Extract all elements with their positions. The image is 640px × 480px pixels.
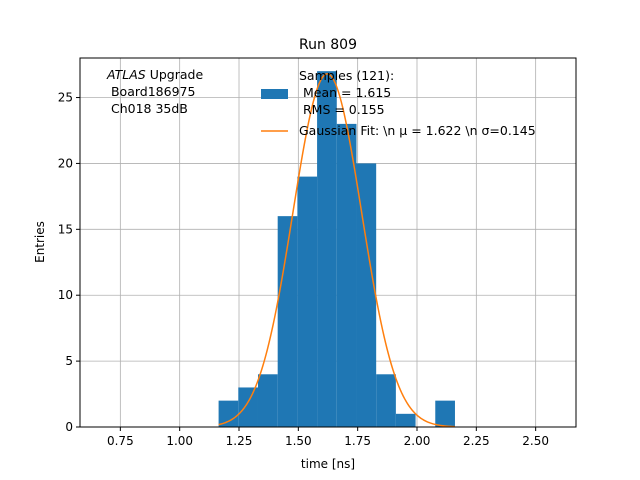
histogram-bars bbox=[218, 71, 455, 428]
histogram-bar bbox=[435, 400, 455, 427]
histogram-bar bbox=[277, 216, 298, 427]
x-tick-label: 2.25 bbox=[463, 434, 490, 448]
annotation-line-1: ATLAS Upgrade bbox=[106, 67, 203, 82]
y-tick-label: 15 bbox=[58, 222, 73, 236]
y-tick-label: 10 bbox=[58, 288, 73, 302]
x-tick-label: 1.75 bbox=[344, 434, 371, 448]
legend-histogram-line-2: Mean = 1.615 bbox=[299, 85, 391, 100]
x-tick-label: 1.25 bbox=[226, 434, 253, 448]
y-tick-label: 20 bbox=[58, 156, 73, 170]
atlas-label: ATLAS bbox=[106, 67, 146, 82]
legend-histogram-line-1: Samples (121): bbox=[299, 68, 394, 83]
histogram-bar bbox=[356, 163, 377, 427]
legend-fit-label: Gaussian Fit: \n μ = 1.622 \n σ=0.145 bbox=[299, 123, 536, 138]
histogram-bar bbox=[238, 387, 258, 427]
atlas-annotation: ATLAS Upgrade Board186975 Ch018 35dB bbox=[106, 67, 203, 116]
legend-histogram-line-3: RMS = 0.155 bbox=[299, 102, 385, 117]
histogram-bar bbox=[336, 123, 357, 428]
y-tick-label: 5 bbox=[65, 354, 73, 368]
x-tick-label: 2.00 bbox=[404, 434, 431, 448]
chart-title: Run 809 bbox=[299, 37, 357, 53]
x-tick-label: 0.75 bbox=[107, 434, 134, 448]
histogram-bar bbox=[395, 413, 416, 427]
gaussian-fit-line bbox=[218, 73, 456, 428]
histogram-bar bbox=[297, 176, 318, 427]
x-tick-label: 2.50 bbox=[522, 434, 549, 448]
histogram-bar bbox=[257, 374, 278, 427]
y-tick-label: 25 bbox=[58, 91, 73, 105]
legend: Samples (121): Mean = 1.615 RMS = 0.155 … bbox=[261, 68, 536, 138]
upgrade-label: Upgrade bbox=[146, 67, 204, 82]
y-axis-ticks: 0 5 10 15 20 25 bbox=[58, 91, 80, 434]
x-axis-ticks: 0.75 1.00 1.25 1.50 1.75 2.00 2.25 2.50 bbox=[107, 427, 549, 448]
histogram-bar bbox=[218, 400, 239, 427]
x-tick-label: 1.50 bbox=[285, 434, 312, 448]
x-axis-label: time [ns] bbox=[301, 457, 355, 471]
y-tick-label: 0 bbox=[65, 420, 73, 434]
histogram-bar bbox=[317, 71, 337, 427]
y-axis-label: Entries bbox=[33, 221, 47, 263]
annotation-line-2: Board186975 bbox=[107, 84, 195, 99]
histogram-bar bbox=[376, 374, 396, 427]
legend-histogram-swatch bbox=[261, 89, 288, 99]
annotation-line-3: Ch018 35dB bbox=[107, 101, 188, 116]
plot-frame bbox=[79, 57, 577, 428]
x-tick-label: 1.00 bbox=[166, 434, 193, 448]
